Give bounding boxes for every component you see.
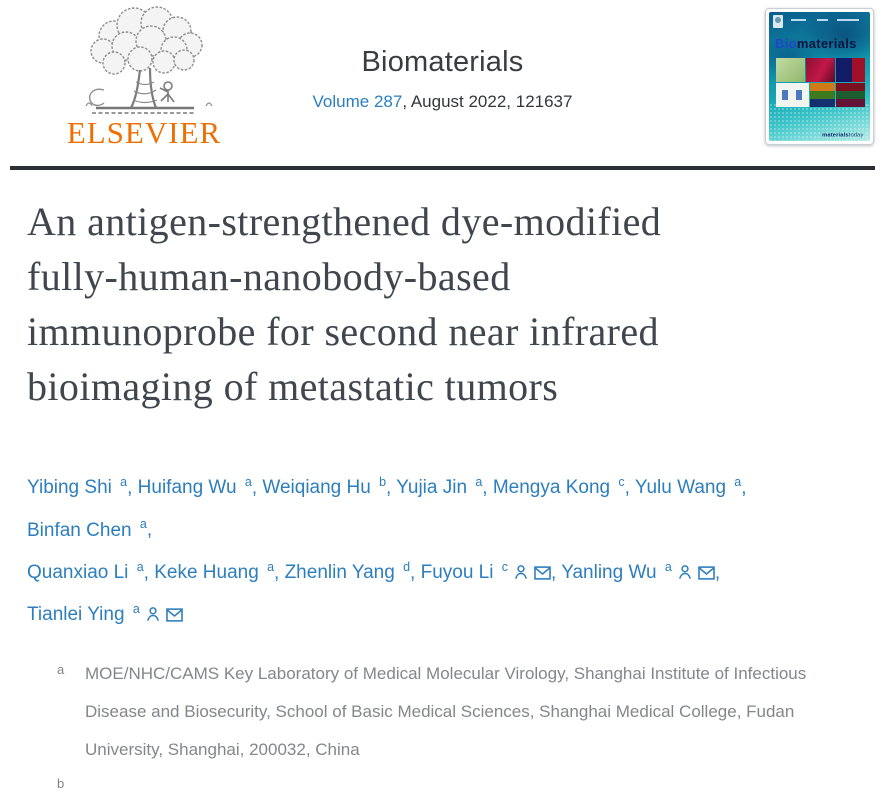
affiliation-superscript: b <box>57 776 65 792</box>
cover-tile-scheme <box>776 58 805 82</box>
author-link[interactable]: Fuyou Li c <box>420 559 551 583</box>
article-title-line: immunoprobe for second near infrared <box>27 309 659 354</box>
journal-title: Biomaterials <box>361 46 524 78</box>
affiliation-list: a MOE/NHC/CAMS Key Laboratory of Medical… <box>27 655 860 807</box>
elsevier-wordmark: ELSEVIER <box>66 115 222 150</box>
cover-masthead-text <box>791 19 806 21</box>
author-name: Zhenlin Yang <box>284 561 401 583</box>
article-title-line: bioimaging of metastatic tumors <box>27 364 559 409</box>
author-separator: , <box>551 561 562 583</box>
author-affiliation-superscript: a <box>132 601 140 616</box>
cover-tile-microscopy <box>836 83 865 107</box>
author-separator: , <box>410 561 421 583</box>
journal-header: Biomaterials Volume 287, August 2022, 12… <box>0 46 885 112</box>
email-envelope-icon[interactable] <box>698 566 715 580</box>
cover-tile-structures <box>776 83 809 107</box>
journal-cover-art: Biomaterials materialstoday <box>769 12 870 141</box>
volume-link[interactable]: Volume 287 <box>312 92 403 111</box>
author-separator: , <box>127 477 138 499</box>
author-separator: , <box>143 561 155 583</box>
author-affiliation-superscript: b <box>379 475 387 489</box>
author-affiliation-superscript: a <box>136 559 144 574</box>
author-name: Yanling Wu <box>561 561 662 583</box>
header-divider <box>10 166 875 170</box>
cover-elsevier-mini-logo-icon <box>773 15 783 28</box>
author-name: Yibing Shi <box>27 477 118 499</box>
cover-masthead-text <box>817 19 828 21</box>
author-affiliation-superscript: a <box>664 559 672 574</box>
author-link[interactable]: Weiqiang Hu b <box>262 475 387 499</box>
elsevier-logo[interactable]: ELSEVIER <box>55 6 233 148</box>
author-name: Tianlei Ying <box>27 604 130 626</box>
affiliation-item: a MOE/NHC/CAMS Key Laboratory of Medical… <box>27 655 860 769</box>
author-affiliation-superscript: c <box>618 475 625 489</box>
cover-tile-microscopy <box>836 58 865 82</box>
author-link[interactable]: Yujia Jin a <box>396 475 483 499</box>
author-affiliation-superscript: a <box>734 475 742 489</box>
author-separator: , <box>714 561 721 583</box>
author-separator: , <box>741 477 747 499</box>
cover-tile-microscopy <box>805 58 836 82</box>
author-name: Yujia Jin <box>396 477 473 499</box>
author-separator: , <box>274 561 285 583</box>
author-name: Mengya Kong <box>492 477 616 499</box>
article-title: An antigen-strengthened dye-modified ful… <box>27 194 860 414</box>
author-name: Binfan Chen <box>27 519 137 541</box>
journal-cover-thumbnail[interactable]: Biomaterials materialstoday <box>765 8 874 145</box>
author-separator: , <box>146 519 153 541</box>
author-link[interactable]: Keke Huang a <box>154 559 275 583</box>
author-link[interactable]: Tianlei Ying a <box>27 601 183 626</box>
author-workspace-person-icon[interactable] <box>514 564 528 580</box>
cover-dot-pattern <box>769 103 870 141</box>
author-link[interactable]: Binfan Chen a <box>27 517 147 541</box>
cover-tile-microscopy <box>809 83 836 107</box>
issue-info: , August 2022, 121637 <box>402 92 573 111</box>
author-name: Weiqiang Hu <box>262 477 377 499</box>
cover-journal-title: Biomaterials <box>775 36 857 51</box>
email-envelope-icon[interactable] <box>534 566 551 580</box>
author-name: Yulu Wang <box>634 477 732 499</box>
author-link[interactable]: Quanxiao Li a <box>27 559 144 583</box>
issue-line: Volume 287, August 2022, 121637 <box>0 92 885 112</box>
author-name: Huifang Wu <box>137 477 242 499</box>
author-name: Quanxiao Li <box>27 561 134 583</box>
elsevier-tree-icon <box>85 6 213 114</box>
author-workspace-person-icon[interactable] <box>146 606 160 622</box>
author-link[interactable]: Mengya Kong c <box>492 475 625 499</box>
author-separator: , <box>386 477 397 499</box>
affiliation-text <box>85 769 847 807</box>
author-link[interactable]: Yibing Shi a <box>27 475 128 499</box>
author-link[interactable]: Zhenlin Yang d <box>284 559 411 583</box>
article-title-line: fully-human-nanobody-based <box>27 254 511 299</box>
author-affiliation-superscript: a <box>475 475 483 489</box>
author-affiliation-superscript: a <box>120 475 128 489</box>
author-affiliation-superscript: d <box>403 559 411 574</box>
author-affiliation-superscript: a <box>244 475 252 489</box>
affiliation-text: MOE/NHC/CAMS Key Laboratory of Medical M… <box>85 664 807 760</box>
author-separator: , <box>624 477 635 499</box>
author-name: Fuyou Li <box>420 561 499 583</box>
author-name: Keke Huang <box>154 561 265 583</box>
author-list: Yibing Shi a, Huifang Wu a, Weiqiang Hu … <box>27 464 860 633</box>
author-affiliation-superscript: a <box>267 559 275 574</box>
author-link[interactable]: Yulu Wang a <box>634 475 742 499</box>
affiliation-superscript: a <box>57 662 65 678</box>
author-link[interactable]: Yanling Wu a <box>561 559 715 583</box>
author-affiliation-superscript: c <box>501 559 508 574</box>
email-envelope-icon[interactable] <box>165 608 183 622</box>
author-workspace-person-icon[interactable] <box>678 564 692 580</box>
article-header: An antigen-strengthened dye-modified ful… <box>27 194 860 807</box>
author-separator: , <box>251 477 263 499</box>
author-link[interactable]: Huifang Wu a <box>137 475 252 499</box>
cover-materialstoday-brand: materialstoday <box>822 131 864 138</box>
cover-image-grid <box>776 58 865 108</box>
author-affiliation-superscript: a <box>139 517 147 532</box>
cover-masthead-text <box>837 19 859 21</box>
affiliation-item: b <box>27 769 860 807</box>
author-separator: , <box>482 477 493 499</box>
article-title-line: An antigen-strengthened dye-modified <box>27 199 662 244</box>
